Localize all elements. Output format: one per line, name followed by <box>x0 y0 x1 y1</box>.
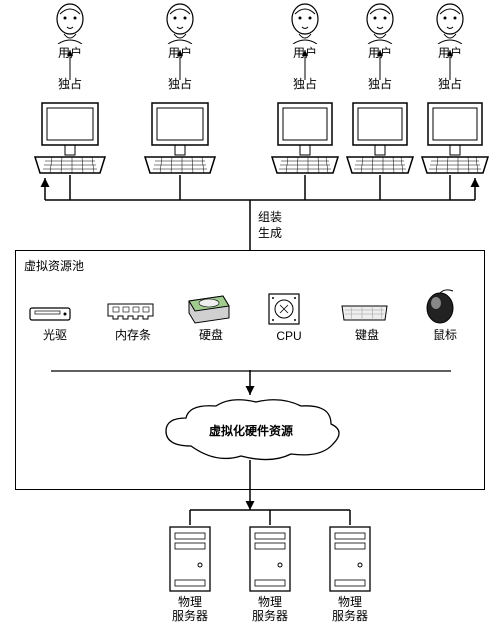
hdd-icon <box>181 286 236 326</box>
cloud-resource: 虚拟化硬件资源 <box>151 396 351 466</box>
pool-item-label: 鼠标 <box>415 326 475 343</box>
pool-title: 虚拟资源池 <box>24 257 84 274</box>
pool-item-label: 硬盘 <box>181 326 241 343</box>
user-head-icon <box>160 2 200 44</box>
user-label: 用户 <box>285 44 325 61</box>
server-2: 物理 服务器 <box>240 525 300 624</box>
keyboard-icon <box>337 286 392 326</box>
user-5: 用户 <box>430 2 470 61</box>
generate-text: 生成 <box>258 226 282 242</box>
server-icon <box>160 525 220 595</box>
server-label: 物理 服务器 <box>240 595 300 624</box>
pool-item-ram: 内存条 <box>103 286 163 343</box>
pool-item-label: 光驱 <box>25 326 85 343</box>
computer-2 <box>140 95 220 175</box>
user-label: 用户 <box>50 44 90 61</box>
computer-5 <box>418 95 492 175</box>
user-head-icon <box>50 2 90 44</box>
user-3: 用户 <box>285 2 325 61</box>
pool-item-label: 内存条 <box>103 326 163 343</box>
pool-item-label: 键盘 <box>337 326 397 343</box>
pool-items: 光驱 内存条 硬盘 CPU 键盘 鼠标 <box>16 286 484 343</box>
pool-divider <box>16 369 486 375</box>
pool-item-mouse: 鼠标 <box>415 286 475 343</box>
mouse-icon <box>415 286 465 326</box>
computer-icon <box>343 95 417 175</box>
pool-item-optical: 光驱 <box>25 286 85 343</box>
server-icon <box>240 525 300 595</box>
computer-icon <box>268 95 342 175</box>
server-3: 物理 服务器 <box>320 525 380 624</box>
assemble-text: 组装 <box>258 210 282 226</box>
user-label: 用户 <box>430 44 470 61</box>
server-label: 物理 服务器 <box>160 595 220 624</box>
user-1: 用户 <box>50 2 90 61</box>
server-1: 物理 服务器 <box>160 525 220 624</box>
computer-icon <box>30 95 110 175</box>
pool-item-keyboard: 键盘 <box>337 286 397 343</box>
exclusive-label: 独占 <box>55 75 85 92</box>
server-icon <box>320 525 380 595</box>
exclusive-label: 独占 <box>435 75 465 92</box>
pool-item-label: CPU <box>259 329 319 343</box>
pool-item-hdd: 硬盘 <box>181 286 241 343</box>
computer-icon <box>140 95 220 175</box>
user-label: 用户 <box>360 44 400 61</box>
computer-4 <box>343 95 417 175</box>
user-2: 用户 <box>160 2 200 61</box>
ram-icon <box>103 286 158 326</box>
cloud-label: 虚拟化硬件资源 <box>151 422 351 439</box>
user-head-icon <box>285 2 325 44</box>
cpu-icon <box>259 289 309 329</box>
computer-1 <box>30 95 110 175</box>
server-label: 物理 服务器 <box>320 595 380 624</box>
pool-item-cpu: CPU <box>259 289 319 343</box>
resource-pool: 虚拟资源池 光驱 内存条 硬盘 CPU 键盘 鼠标 <box>15 250 485 490</box>
exclusive-label: 独占 <box>165 75 195 92</box>
computer-icon <box>418 95 492 175</box>
exclusive-label: 独占 <box>290 75 320 92</box>
user-4: 用户 <box>360 2 400 61</box>
exclusive-label: 独占 <box>365 75 395 92</box>
user-label: 用户 <box>160 44 200 61</box>
optical-drive-icon <box>25 286 75 326</box>
assemble-generate-label: 组装 生成 <box>258 210 282 241</box>
user-head-icon <box>360 2 400 44</box>
user-head-icon <box>430 2 470 44</box>
computer-3 <box>268 95 342 175</box>
